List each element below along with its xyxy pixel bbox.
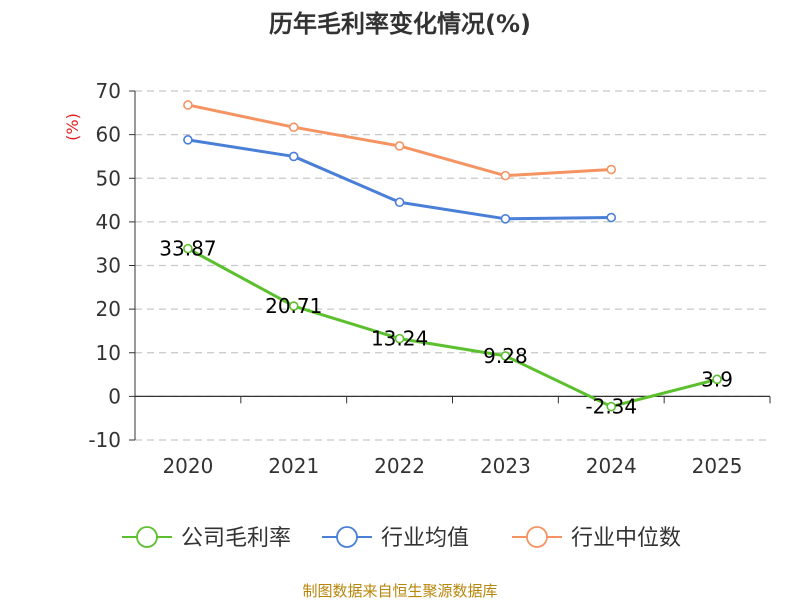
data-point xyxy=(500,351,511,361)
data-point xyxy=(183,100,193,110)
data-point xyxy=(500,170,511,181)
data-point xyxy=(183,135,193,145)
legend-item-0[interactable]: 公司毛利率 xyxy=(122,526,291,551)
data-point xyxy=(500,214,511,224)
data-point xyxy=(394,141,405,151)
legend-swatch-marker xyxy=(336,526,358,548)
legend[interactable]: 公司毛利率 行业均值 行业中位数 xyxy=(122,526,681,551)
data-labels: 33.87 20.71 13.24 9.28 -2.34 3.9 xyxy=(159,237,733,419)
y-axis-label: (%) xyxy=(63,113,82,141)
y-tick-label: 0 xyxy=(108,384,121,408)
data-label: 3.9 xyxy=(701,367,733,391)
grid-lines xyxy=(135,90,770,441)
axes: -10 0 10 20 30 40 50 60 70 2020 2021 2022 2023 2024 20… xyxy=(88,79,771,478)
data-point xyxy=(606,164,617,175)
data-point xyxy=(183,243,193,254)
x-tick-label: 2020 xyxy=(162,454,213,478)
x-tick-label: 2021 xyxy=(268,454,319,478)
data-label: 20.71 xyxy=(265,294,322,318)
y-tick-label: 10 xyxy=(96,341,121,365)
x-tick-label: 2023 xyxy=(480,454,531,478)
y-tick-label: 40 xyxy=(96,210,121,234)
y-tick-label: 60 xyxy=(96,123,121,147)
data-point xyxy=(288,301,299,311)
data-point xyxy=(394,333,405,344)
legend-label: 行业均值 xyxy=(381,526,469,551)
data-point xyxy=(288,122,299,133)
y-tick-label: 50 xyxy=(96,166,121,190)
legend-swatch-marker xyxy=(136,526,158,548)
data-point xyxy=(288,151,299,162)
y-tick-label: 20 xyxy=(96,297,121,321)
data-label: -2.34 xyxy=(585,395,637,419)
x-tick-label: 2025 xyxy=(692,454,743,478)
data-label: 13.24 xyxy=(371,327,428,351)
legend-swatch-marker xyxy=(526,526,548,548)
data-point xyxy=(394,197,405,208)
series-lines xyxy=(183,100,722,412)
legend-label: 行业中位数 xyxy=(571,526,681,551)
data-point xyxy=(606,212,617,223)
legend-item-1[interactable]: 行业均值 xyxy=(322,526,469,551)
source-note: 制图数据来自恒生聚源数据库 xyxy=(302,582,497,600)
series-line-2 xyxy=(187,103,612,178)
data-point xyxy=(606,401,617,412)
y-tick-label: 70 xyxy=(96,79,121,103)
data-label: 33.87 xyxy=(159,237,216,261)
legend-item-2[interactable]: 行业中位数 xyxy=(512,526,681,551)
data-label: 9.28 xyxy=(483,344,528,368)
y-tick-label: 30 xyxy=(96,254,121,278)
x-tick-label: 2024 xyxy=(586,454,637,478)
x-tick-label: 2022 xyxy=(374,454,425,478)
data-point xyxy=(712,374,722,385)
series-line-0 xyxy=(187,247,718,409)
legend-label: 公司毛利率 xyxy=(181,526,291,551)
chart-title: 历年毛利率变化情况(%) xyxy=(269,10,531,38)
y-tick-label: -10 xyxy=(88,428,121,452)
